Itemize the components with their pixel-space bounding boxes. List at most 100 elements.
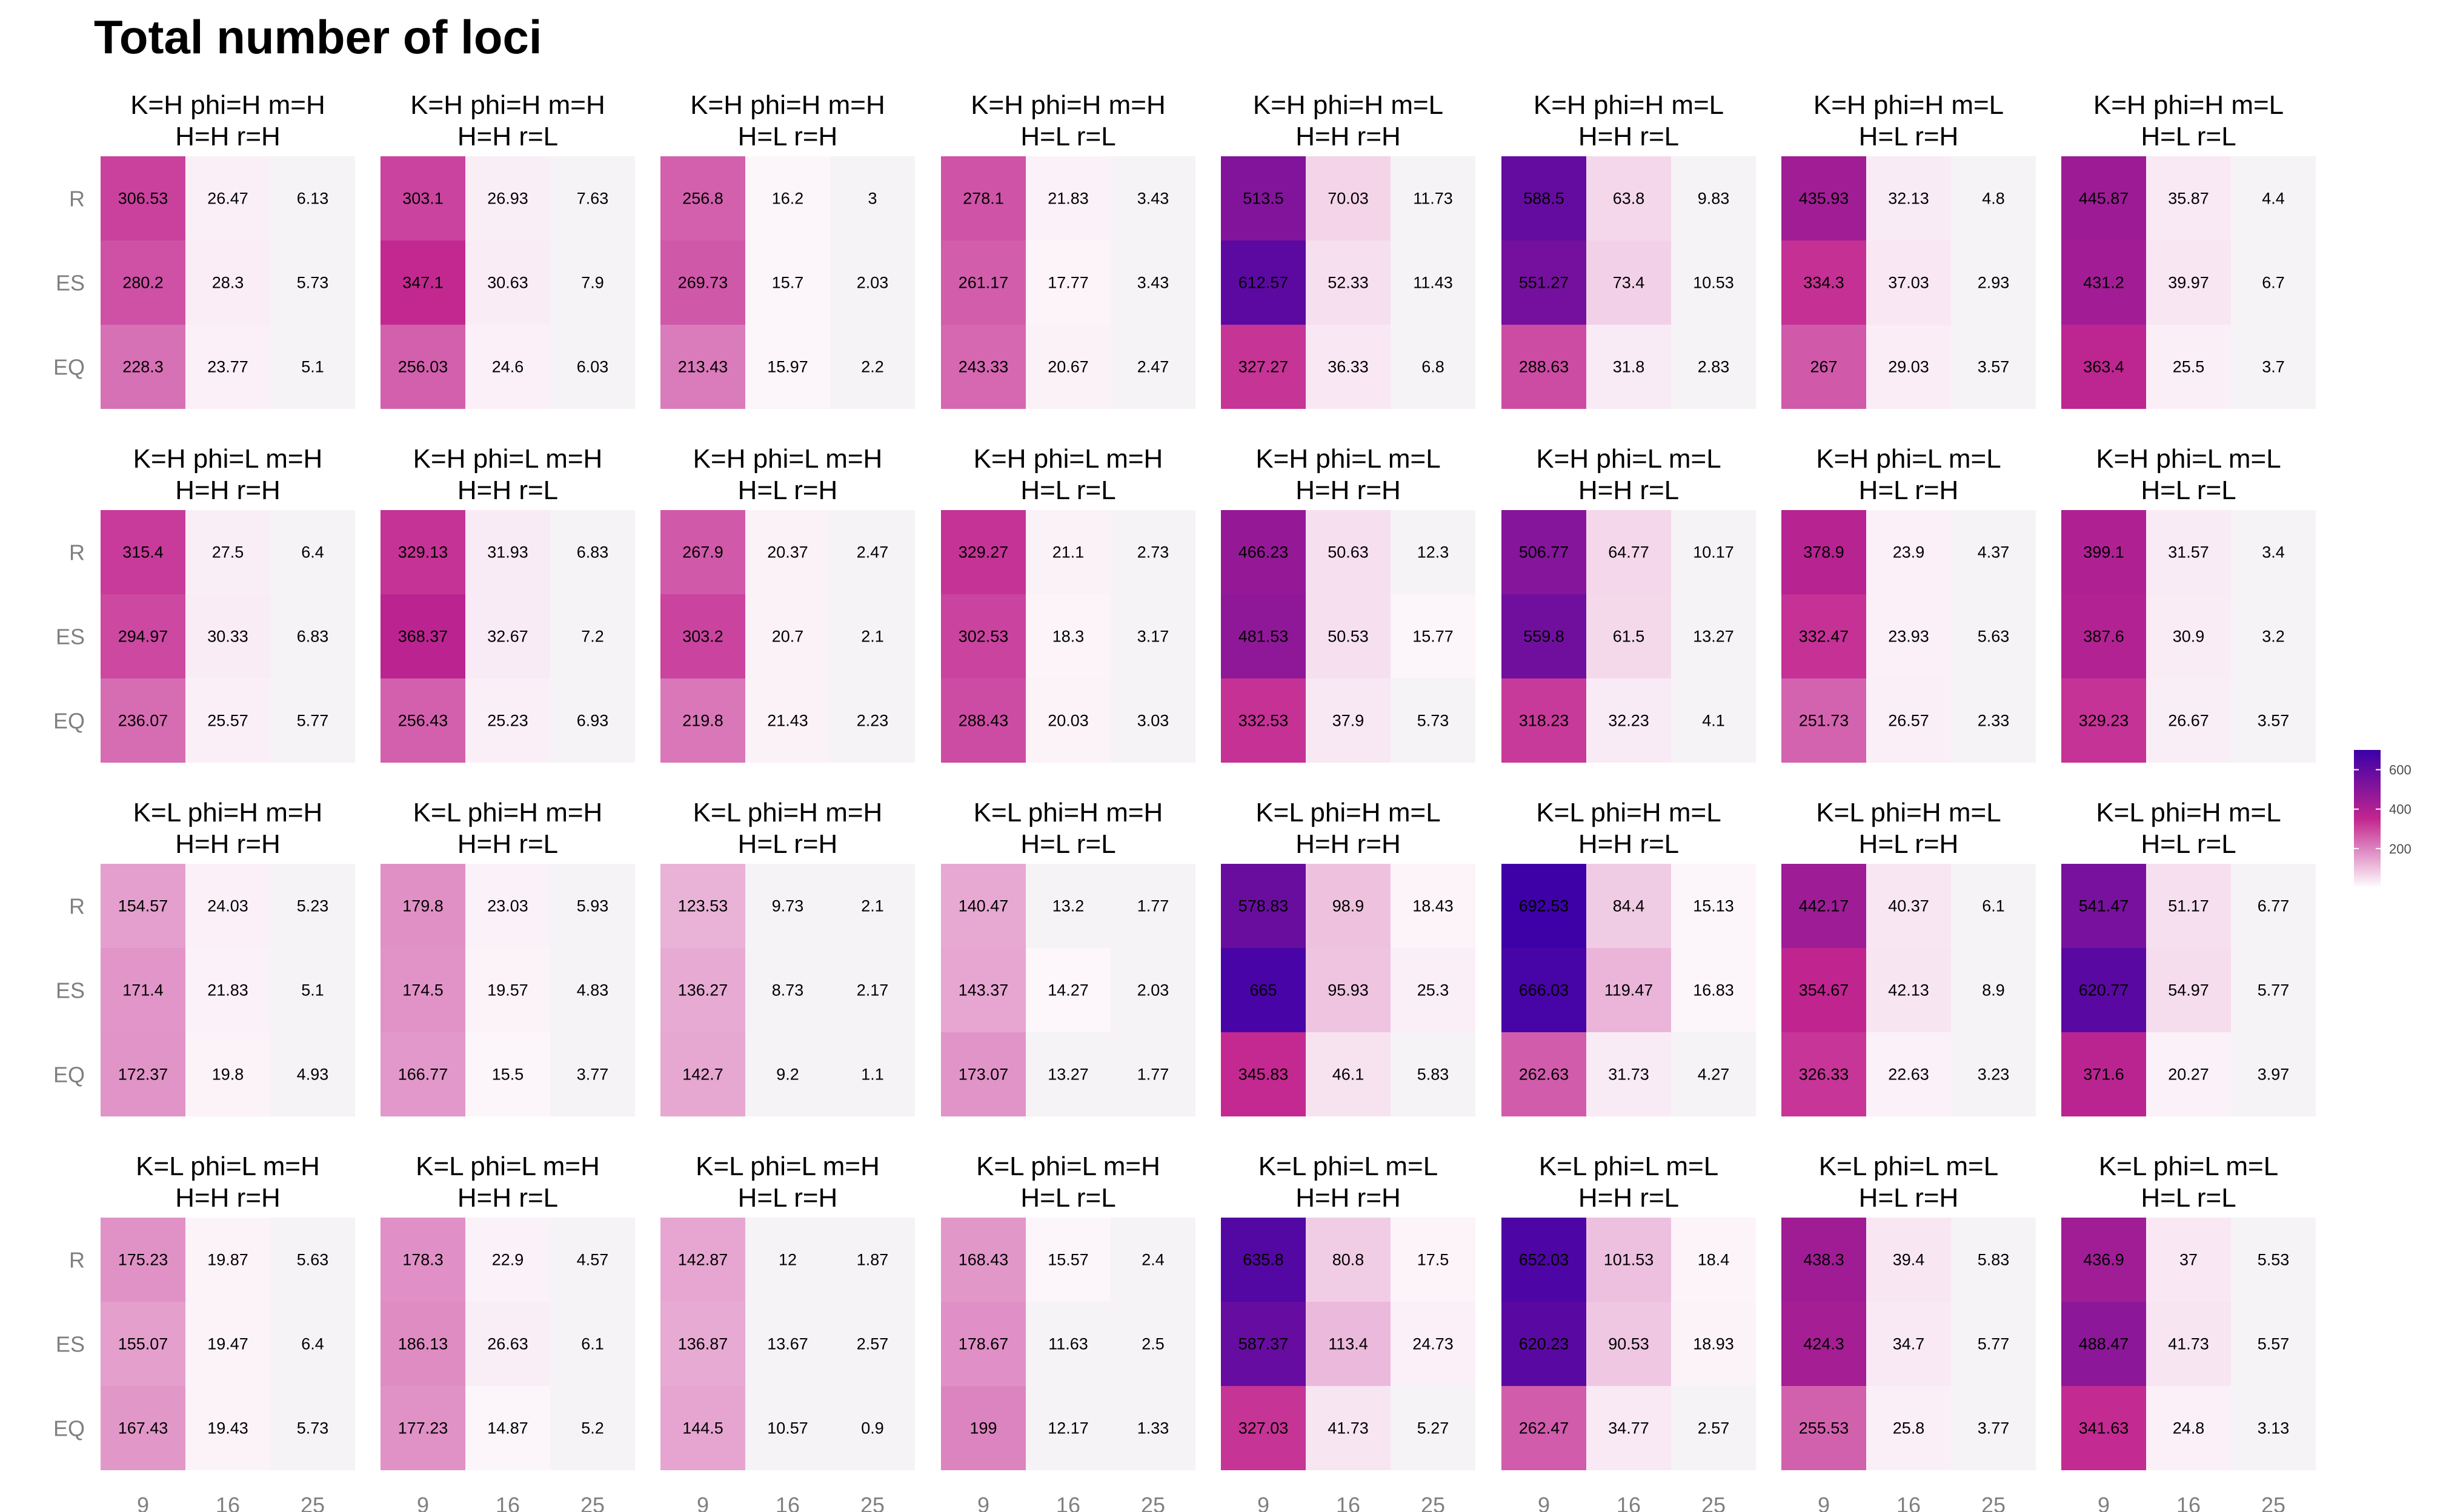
tile-value-label: 21.83: [1048, 190, 1089, 208]
heatmap-tile: [1306, 1386, 1391, 1470]
tile-value-label: 46.1: [1332, 1066, 1364, 1084]
heatmap-tile: [2146, 594, 2231, 678]
facet-panel-15: K=H phi=L m=LH=L r=H 378.9 23.9 4.37 332.47 2…: [1781, 444, 2036, 763]
heatmap-tile: [1586, 594, 1671, 678]
heatmap-tile: [1781, 1032, 1866, 1116]
heatmap-tile: [660, 240, 745, 325]
tile-value-label: 3.77: [577, 1066, 609, 1084]
heatmap-tile: [745, 1302, 830, 1386]
heatmap-tile: [1306, 948, 1391, 1032]
tile-value-label: 329.23: [2079, 712, 2129, 730]
heatmap-tile: [185, 678, 270, 763]
tile-value-label: 18.43: [1412, 897, 1454, 915]
heatmap-tile: [660, 948, 745, 1032]
legend-tick-label: 200: [2389, 841, 2411, 857]
heatmap-tile: [1391, 948, 1475, 1032]
tile-value-label: 303.1: [402, 190, 444, 208]
heatmap-tile: [660, 1302, 745, 1386]
heatmap-tile: [550, 240, 635, 325]
heatmap-tile: [1951, 510, 2036, 594]
facet-panel-3: K=H phi=H m=HH=L r=H 256.8 16.2 3 269.73 15.7…: [660, 90, 915, 409]
tile-value-label: 303.2: [682, 628, 723, 646]
tile-value-label: 18.4: [1698, 1251, 1730, 1269]
heatmap-tile: [1026, 156, 1111, 240]
tile-value-label: 26.47: [207, 190, 248, 208]
tile-value-label: 424.3: [1803, 1335, 1844, 1353]
tile-value-label: 154.57: [118, 897, 168, 915]
tile-value-label: 30.9: [2173, 628, 2205, 646]
facet-title-line1: K=L phi=L m=L: [1819, 1152, 1998, 1181]
facet-title-line2: H=H r=L: [1578, 122, 1679, 151]
tile-value-label: 332.53: [1238, 712, 1289, 730]
heatmap-tile: [270, 240, 355, 325]
tile-value-label: 236.07: [118, 712, 168, 730]
heatmap-tile: [830, 864, 915, 948]
x-tick-label: 25: [860, 1493, 885, 1512]
heatmap-tile: [1781, 510, 1866, 594]
tile-value-label: 37.9: [1332, 712, 1364, 730]
tile-value-label: 2.5: [1142, 1335, 1165, 1353]
heatmap-tile: [2061, 1032, 2146, 1116]
heatmap-tile: [1866, 240, 1951, 325]
heatmap-tile: [1951, 948, 2036, 1032]
heatmap-tile: [1951, 594, 2036, 678]
tile-value-label: 101.53: [1604, 1251, 1654, 1269]
tile-value-label: 612.57: [1238, 274, 1289, 292]
heatmap-tile: [1671, 1302, 1756, 1386]
tile-value-label: 5.77: [297, 712, 329, 730]
tile-value-label: 262.47: [1519, 1419, 1569, 1437]
heatmap-tile: [1951, 1386, 2036, 1470]
heatmap-tile: [1586, 864, 1671, 948]
heatmap-tile: [185, 948, 270, 1032]
tile-value-label: 171.4: [122, 981, 164, 1000]
heatmap-tile: [1026, 510, 1111, 594]
heatmap-tile: [270, 678, 355, 763]
tile-value-label: 23.93: [1888, 628, 1929, 646]
tile-value-label: 7.63: [577, 190, 609, 208]
heatmap-tile: [2061, 864, 2146, 948]
facet-panel-8: K=H phi=H m=LH=L r=L 445.87 35.87 4.4 431.2 3…: [2061, 90, 2316, 409]
tile-value-label: 2.23: [857, 712, 889, 730]
heatmap-tile: [2231, 594, 2316, 678]
tile-value-label: 4.27: [1698, 1066, 1730, 1084]
tile-value-label: 136.27: [678, 981, 728, 1000]
tile-value-label: 2.03: [857, 274, 889, 292]
facet-panel-2: K=H phi=H m=HH=H r=L 303.1 26.93 7.63 347.1 3…: [381, 90, 635, 409]
heatmap-tile: [660, 1386, 745, 1470]
tile-value-label: 3.23: [1978, 1066, 2010, 1084]
heatmap-tile: [381, 864, 465, 948]
tile-value-label: 5.27: [1417, 1419, 1449, 1437]
tile-value-label: 6.83: [297, 628, 329, 646]
tile-value-label: 37.03: [1888, 274, 1929, 292]
tile-value-label: 588.5: [1523, 190, 1564, 208]
heatmap-tile: [1501, 1218, 1586, 1302]
heatmap-tile: [830, 325, 915, 409]
tile-value-label: 692.53: [1519, 897, 1569, 915]
tile-value-label: 7.9: [581, 274, 604, 292]
tile-value-label: 368.37: [398, 628, 448, 646]
tile-value-label: 665: [1249, 981, 1277, 1000]
tile-value-label: 19.87: [207, 1251, 248, 1269]
facet-title-line1: K=H phi=H m=H: [410, 90, 605, 120]
heatmap-tile: [1391, 678, 1475, 763]
tile-value-label: 587.37: [1238, 1335, 1289, 1353]
y-tick-label: EQ: [53, 355, 85, 380]
heatmap-tile: [941, 594, 1026, 678]
legend-tick-label: 400: [2389, 802, 2411, 817]
tile-value-label: 20.03: [1048, 712, 1089, 730]
tile-value-label: 20.67: [1048, 358, 1089, 376]
tile-value-label: 73.4: [1613, 274, 1645, 292]
heatmap-tile: [465, 864, 550, 948]
heatmap-tile: [1866, 864, 1951, 948]
heatmap-tile: [381, 1032, 465, 1116]
heatmap-tile: [941, 678, 1026, 763]
x-tick-label: 16: [216, 1493, 240, 1512]
y-tick-label: EQ: [53, 1416, 85, 1441]
heatmap-tile: [1026, 1386, 1111, 1470]
tile-value-label: 11.43: [1413, 274, 1453, 292]
y-tick-label: R: [69, 187, 85, 211]
heatmap-tile: [465, 948, 550, 1032]
tile-value-label: 84.4: [1613, 897, 1645, 915]
heatmap-tile: [2231, 864, 2316, 948]
heatmap-tile: [550, 1032, 635, 1116]
